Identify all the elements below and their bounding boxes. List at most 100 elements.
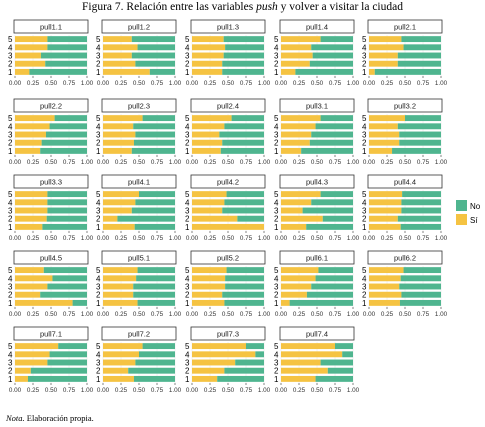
bar-si-5 [192,267,227,274]
facet-strip [279,19,355,34]
bar-si-1 [103,299,138,306]
y-tick-label: 1 [185,147,190,156]
x-tick-label: 0.50 [45,159,58,166]
bar-no-2 [397,60,441,67]
bar-no-2 [40,291,87,298]
y-tick-label: 3 [8,283,13,292]
bar-no-5 [246,343,264,350]
note-label: Nota. [6,413,25,423]
x-tick-label: 0.25 [204,387,217,394]
x-tick-label: 1.00 [81,387,94,394]
y-tick-label: 5 [274,342,279,351]
bar-no-4 [403,44,441,51]
bar-no-3 [40,52,87,59]
y-tick-label: 3 [8,207,13,216]
bar-si-1 [15,68,30,75]
bar-no-3 [401,207,441,214]
bar-no-4 [47,199,87,206]
y-tick-label: 1 [274,375,279,384]
bar-no-5 [231,115,264,122]
y-tick-label: 2 [274,60,279,69]
y-tick-label: 2 [185,367,190,376]
facet-strip [279,250,355,265]
bar-si-4 [103,44,138,51]
y-tick-label: 1 [185,68,190,77]
x-tick-label: 0.50 [399,80,412,87]
bar-si-4 [103,275,137,282]
bar-si-4 [15,199,48,206]
facet-label: pull2.3 [128,102,150,111]
bar-no-5 [226,191,264,198]
bar-si-3 [281,283,312,290]
facet-label: pull4.2 [217,178,239,187]
bar-si-4 [15,44,48,51]
bar-no-5 [142,343,175,350]
x-tick-label: 1.00 [435,80,448,87]
bar-no-1 [220,147,264,154]
x-tick-label: 0.50 [222,311,235,318]
facet-strip [190,174,266,189]
bar-no-4 [137,44,175,51]
bar-no-4 [139,351,175,358]
bar-no-2 [117,215,175,222]
bar-si-1 [192,223,264,230]
x-tick-label: 1.00 [258,387,271,394]
x-tick-label: 0.75 [417,159,430,166]
facet-strip [367,98,443,113]
y-tick-label: 5 [8,266,13,275]
bar-no-3 [131,207,175,214]
x-tick-label: 0.75 [63,80,76,87]
y-tick-label: 2 [96,367,101,376]
y-tick-label: 1 [96,299,101,308]
y-tick-label: 3 [362,283,367,292]
bar-si-4 [103,351,139,358]
x-tick-label: 0.75 [240,159,253,166]
bar-si-2 [192,291,223,298]
bar-no-2 [322,215,353,222]
x-tick-label: 0.50 [133,235,146,242]
y-tick-label: 2 [274,367,279,376]
bar-no-2 [306,291,353,298]
facet-label: pull7.1 [40,330,62,339]
facet-strip [13,174,89,189]
bar-no-4 [400,275,441,282]
y-tick-label: 2 [274,291,279,300]
x-tick-label: 0.50 [399,311,412,318]
x-tick-label: 0.75 [151,80,164,87]
y-tick-label: 4 [362,274,367,283]
y-tick-label: 5 [185,190,190,199]
bar-no-3 [47,207,87,214]
bar-si-2 [369,139,400,146]
x-tick-label: 0.25 [293,311,306,318]
y-tick-label: 3 [362,207,367,216]
x-tick-label: 0.25 [27,387,40,394]
y-tick-label: 4 [96,274,101,283]
facet-strip [13,250,89,265]
bar-si-2 [281,215,323,222]
y-tick-label: 1 [8,68,13,77]
bar-no-3 [135,359,175,366]
bar-no-4 [49,351,87,358]
x-tick-label: 0.50 [133,387,146,394]
facet-strip [101,19,177,34]
bar-no-4 [49,123,87,130]
bar-no-2 [222,291,264,298]
bar-no-1 [134,223,175,230]
y-tick-label: 4 [8,43,13,52]
x-tick-label: 0.50 [45,387,58,394]
x-tick-label: 0.75 [63,235,76,242]
y-tick-label: 5 [96,114,101,123]
bar-no-3 [219,131,264,138]
bar-si-1 [192,147,221,154]
x-tick-label: 0.00 [9,311,22,318]
bar-no-4 [136,275,175,282]
x-tick-label: 0.50 [133,80,146,87]
bar-no-2 [128,367,175,374]
bar-no-3 [225,283,264,290]
x-tick-label: 1.00 [169,235,182,242]
x-tick-label: 0.75 [329,387,342,394]
